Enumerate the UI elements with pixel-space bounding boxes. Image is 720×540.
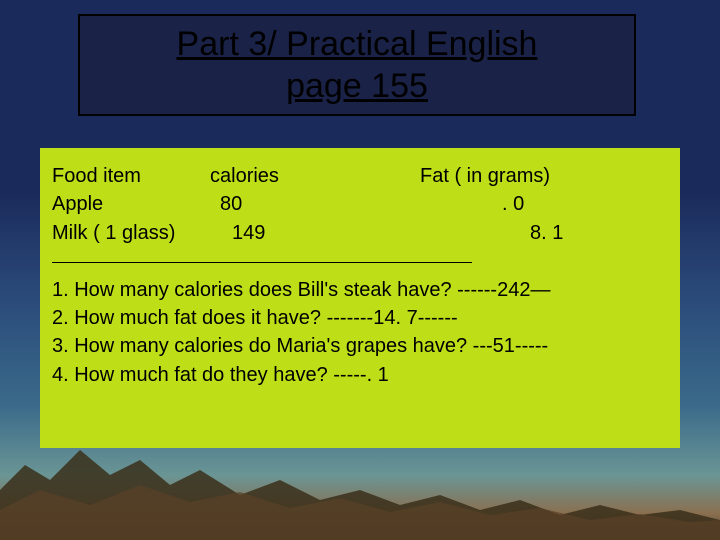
question-1: 1. How many calories does Bill's steak h… <box>52 276 668 304</box>
cell-item: Milk ( 1 glass) <box>52 219 210 247</box>
title-line-1: Part 3/ Practical English <box>177 25 538 63</box>
cell-calories: 149 <box>210 219 420 247</box>
title-line-2: page 155 <box>286 67 428 105</box>
table-row: Milk ( 1 glass) 149 8. 1 <box>52 219 668 247</box>
cell-item: Apple <box>52 190 210 218</box>
header-calories: calories <box>210 162 420 190</box>
content-box: Food item calories Fat ( in grams) Apple… <box>40 148 680 448</box>
cell-fat: 8. 1 <box>420 219 668 247</box>
header-fat: Fat ( in grams) <box>420 162 668 190</box>
question-2: 2. How much fat does it have? -------14.… <box>52 304 668 332</box>
divider-line <box>52 247 668 275</box>
table-header-row: Food item calories Fat ( in grams) <box>52 162 668 190</box>
question-4: 4. How much fat do they have? -----. 1 <box>52 361 668 389</box>
title-box: Part 3/ Practical English page 155 <box>78 14 636 116</box>
table-row: Apple 80 . 0 <box>52 190 668 218</box>
header-food-item: Food item <box>52 162 210 190</box>
slide-title: Part 3/ Practical English page 155 <box>177 23 538 108</box>
question-3: 3. How many calories do Maria's grapes h… <box>52 332 668 360</box>
cell-calories: 80 <box>210 190 420 218</box>
cell-fat: . 0 <box>420 190 668 218</box>
